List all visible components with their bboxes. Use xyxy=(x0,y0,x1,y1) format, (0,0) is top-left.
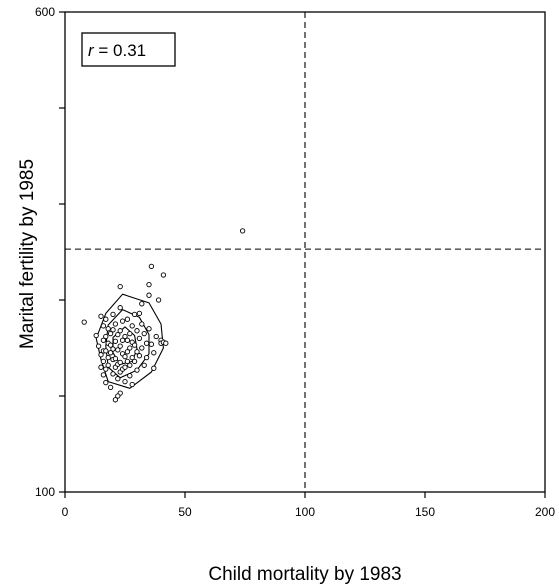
annotation-text: r = 0.31 xyxy=(88,41,146,60)
data-point xyxy=(115,376,121,382)
data-point xyxy=(117,283,123,290)
data-point xyxy=(110,346,116,352)
data-point xyxy=(119,318,126,324)
data-point xyxy=(141,362,147,368)
data-point xyxy=(100,337,107,343)
data-point xyxy=(124,337,131,343)
data-point xyxy=(122,353,128,360)
data-point xyxy=(112,338,119,344)
y-tick-label: 600 xyxy=(35,5,55,19)
data-point xyxy=(148,263,155,270)
data-point xyxy=(115,347,121,353)
data-point xyxy=(103,379,109,386)
data-point xyxy=(163,340,169,346)
data-point xyxy=(160,272,167,278)
data-point xyxy=(117,359,123,366)
data-point xyxy=(98,364,104,370)
data-point xyxy=(122,378,128,385)
data-point xyxy=(146,326,152,332)
data-point xyxy=(107,342,114,348)
data-point xyxy=(136,335,143,342)
data-point xyxy=(131,342,138,348)
x-axis-title: Child mortality by 1983 xyxy=(208,564,401,585)
data-point xyxy=(98,313,104,319)
annotation-box xyxy=(81,32,176,67)
data-point xyxy=(151,365,157,371)
y-tick-label: 100 xyxy=(35,485,55,499)
data-point xyxy=(98,352,104,358)
data-point xyxy=(151,350,157,356)
data-point xyxy=(110,327,116,333)
data-point xyxy=(81,319,87,325)
annotation-value: = 0.31 xyxy=(94,41,146,60)
data-point xyxy=(136,353,143,359)
data-point xyxy=(139,321,145,327)
data-point xyxy=(103,348,109,354)
data-point xyxy=(105,362,111,368)
data-point xyxy=(103,333,109,340)
y-axis-title: Marital fertility by 1985 xyxy=(17,159,38,349)
data-point xyxy=(143,340,150,346)
annotation-symbol: r xyxy=(88,41,95,60)
data-point xyxy=(124,349,131,355)
data-point xyxy=(95,343,102,349)
data-point xyxy=(112,355,119,362)
data-point xyxy=(129,381,135,388)
data-point xyxy=(117,343,123,349)
data-point xyxy=(112,397,119,403)
data-point xyxy=(148,341,155,347)
data-point xyxy=(107,350,114,356)
data-point xyxy=(127,345,133,351)
data-point xyxy=(105,354,111,361)
data-point xyxy=(117,305,123,311)
x-tick-label: 150 xyxy=(415,505,435,519)
data-point xyxy=(107,384,114,391)
data-point xyxy=(100,372,107,378)
data-point xyxy=(105,326,111,332)
data-point xyxy=(115,331,121,338)
data-point xyxy=(239,228,246,234)
x-tick-label: 0 xyxy=(62,505,69,519)
data-point xyxy=(155,297,162,303)
data-point xyxy=(143,354,150,361)
data-point xyxy=(146,292,152,298)
x-tick-label: 50 xyxy=(178,505,192,519)
data-point xyxy=(93,332,99,339)
data-point xyxy=(153,333,159,340)
data-point xyxy=(129,354,135,361)
data-point xyxy=(134,367,140,373)
x-tick-label: 100 xyxy=(295,505,315,519)
data-point xyxy=(100,358,107,365)
data-point xyxy=(131,358,138,365)
data-point xyxy=(146,281,152,288)
data-point xyxy=(127,330,133,337)
data-point xyxy=(112,321,119,327)
data-point xyxy=(110,311,116,318)
data-point xyxy=(100,323,107,329)
data-point xyxy=(103,316,109,322)
density-contour xyxy=(95,293,164,389)
data-point xyxy=(134,328,140,334)
data-point xyxy=(134,349,140,355)
data-point xyxy=(131,311,138,318)
data-point xyxy=(124,316,131,322)
data-point xyxy=(129,323,135,329)
data-point xyxy=(107,330,114,337)
data-point xyxy=(117,328,123,334)
data-point xyxy=(124,358,131,365)
data-point xyxy=(110,371,116,377)
data-point xyxy=(139,345,145,351)
data-point xyxy=(122,364,128,370)
x-tick-label: 200 xyxy=(535,505,555,519)
data-point xyxy=(136,310,143,317)
data-point xyxy=(122,333,128,340)
data-point xyxy=(139,301,145,307)
correlation-annotation: r = 0.31 xyxy=(81,32,176,67)
data-point xyxy=(127,373,133,379)
data-point xyxy=(141,330,147,337)
data-point xyxy=(127,362,133,368)
data-point xyxy=(103,366,109,372)
data-point xyxy=(115,393,121,399)
